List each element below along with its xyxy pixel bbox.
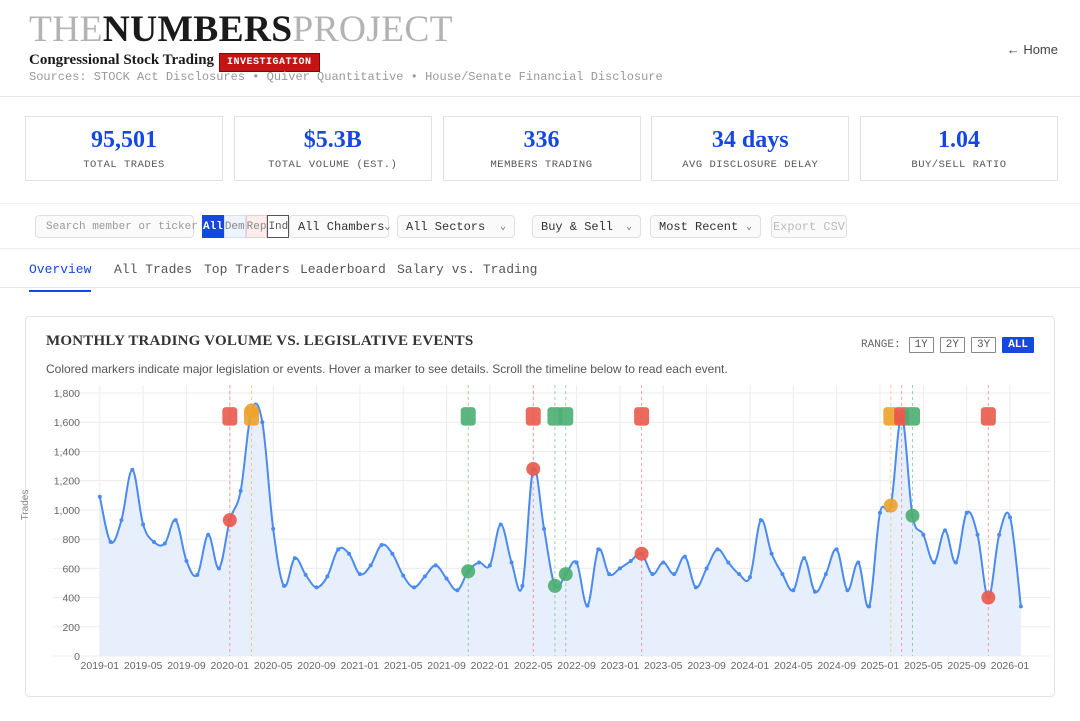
svg-text:2023-01: 2023-01 [601,660,640,672]
svg-text:1,600: 1,600 [54,417,80,429]
svg-text:600: 600 [62,563,80,575]
svg-text:2026-01: 2026-01 [991,660,1030,672]
svg-text:1,200: 1,200 [54,476,80,488]
svg-text:400: 400 [62,593,80,605]
svg-text:2022-01: 2022-01 [471,660,510,672]
svg-text:2021-01: 2021-01 [341,660,380,672]
svg-text:1,000: 1,000 [54,505,80,517]
svg-text:2025-01: 2025-01 [861,660,900,672]
svg-text:2024-01: 2024-01 [731,660,770,672]
svg-text:2020-09: 2020-09 [297,660,336,672]
svg-text:2020-01: 2020-01 [211,660,250,672]
svg-text:2019-05: 2019-05 [124,660,163,672]
svg-text:2024-09: 2024-09 [817,660,856,672]
svg-text:2025-05: 2025-05 [904,660,943,672]
svg-text:2023-09: 2023-09 [687,660,726,672]
svg-text:2022-09: 2022-09 [557,660,596,672]
svg-text:1,400: 1,400 [54,446,80,458]
svg-text:2022-05: 2022-05 [514,660,553,672]
svg-text:0: 0 [74,651,80,663]
svg-text:2025-09: 2025-09 [947,660,986,672]
svg-text:2020-05: 2020-05 [254,660,293,672]
svg-text:2019-01: 2019-01 [81,660,120,672]
svg-text:2019-09: 2019-09 [167,660,206,672]
svg-text:2023-05: 2023-05 [644,660,683,672]
svg-text:2024-05: 2024-05 [774,660,813,672]
svg-text:2021-05: 2021-05 [384,660,423,672]
svg-text:200: 200 [62,622,80,634]
svg-text:800: 800 [62,534,80,546]
svg-text:2021-09: 2021-09 [427,660,466,672]
svg-text:1,800: 1,800 [54,388,80,400]
